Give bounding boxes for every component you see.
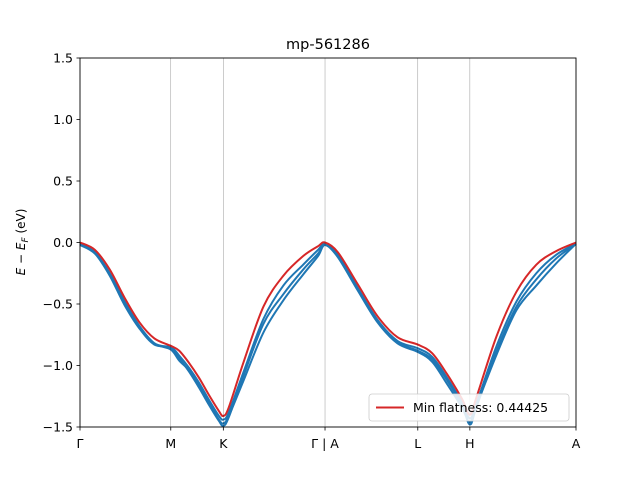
- x-tick-label: Γ | A: [311, 436, 339, 451]
- y-tick-label: −1.0: [43, 358, 73, 373]
- x-tick-label: K: [219, 436, 228, 451]
- legend: Min flatness: 0.44425: [368, 393, 570, 422]
- chart-title: mp-561286: [286, 37, 370, 53]
- x-axis: Γ M K Γ | A L H A: [77, 427, 581, 451]
- y-tick-label: −1.5: [43, 420, 73, 435]
- y-tick-label: −0.5: [43, 297, 73, 312]
- y-axis-label: E − EF (eV): [14, 209, 31, 276]
- legend-label: Min flatness: 0.44425: [413, 400, 548, 415]
- y-tick-label: 1.0: [53, 112, 73, 127]
- x-tick-label: A: [572, 436, 581, 451]
- x-tick-label: H: [465, 436, 474, 451]
- legend-box: [368, 393, 570, 422]
- kpoint-divider-lines: [170, 58, 471, 427]
- x-tick-label: L: [414, 436, 421, 451]
- y-tick-label: 0.5: [53, 174, 73, 189]
- series-line-band-3: [79, 242, 577, 427]
- y-tick-label: 1.5: [53, 51, 73, 66]
- y-tick-label: 0.0: [53, 235, 73, 250]
- y-axis: −1.5 −1.0 −0.5 0.0 0.5 1.0 1.5: [43, 51, 80, 435]
- x-tick-label: Γ: [77, 436, 84, 451]
- x-tick-label: M: [165, 436, 176, 451]
